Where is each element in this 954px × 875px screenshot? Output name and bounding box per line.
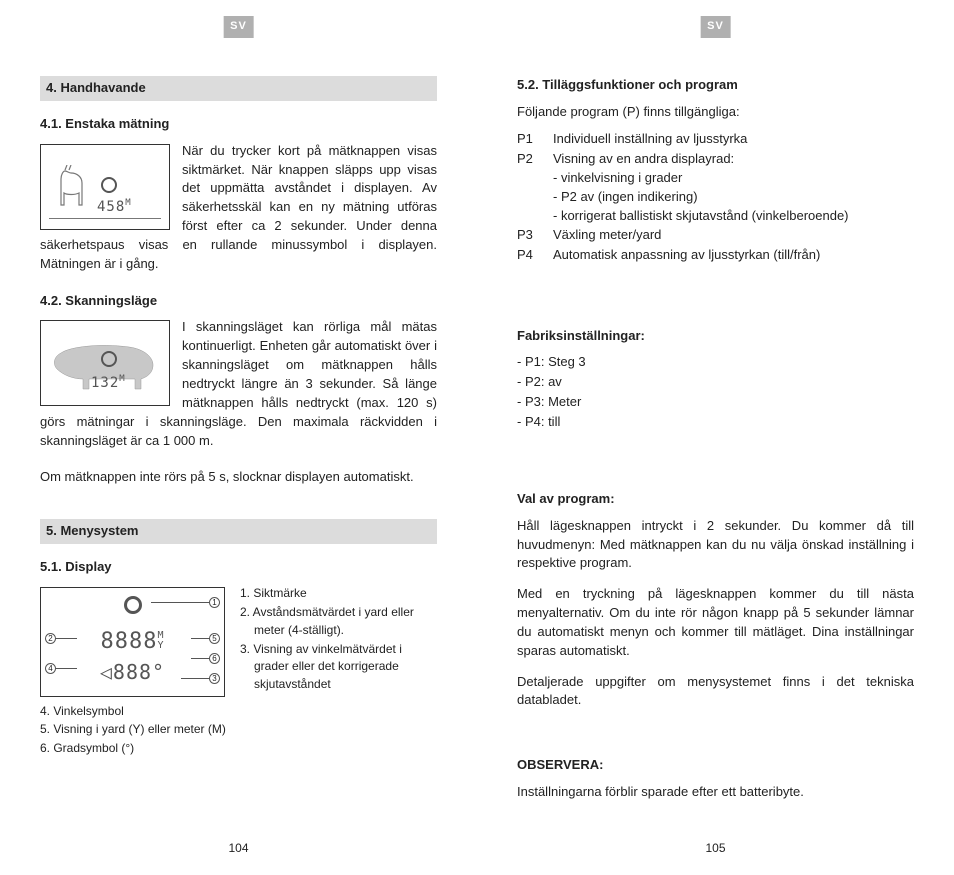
heading-4-1: 4.1. Enstaka mätning <box>40 115 437 134</box>
reading-unit: M <box>119 374 125 384</box>
reading-value: 458 <box>97 199 125 215</box>
reading-132: 132M <box>91 373 126 393</box>
p2-val: Visning av en andra displayrad: <box>553 150 914 169</box>
content-left: 4. Handhavande 4.1. Enstaka mätning 458M… <box>40 76 437 757</box>
legend-6: 6. Gradsymbol (°) <box>40 740 437 757</box>
intro-5-2: Följande program (P) finns tillgängliga: <box>517 103 914 122</box>
legend-1: 1. Siktmärke <box>240 585 437 602</box>
legend-5: 5. Visning i yard (Y) eller meter (M) <box>40 721 437 738</box>
p2-sub2: - P2 av (ingen indikering) <box>517 188 914 207</box>
p2-sub1: - vinkelvisning i grader <box>517 169 914 188</box>
legend-2: 2. Avståndsmätvärdet i yard eller meter … <box>240 604 437 639</box>
choice-p3: Detaljerade uppgifter om menysystemet fi… <box>517 673 914 711</box>
p2-sub3: - korrigerat ballistiskt skjutavstånd (v… <box>517 207 914 226</box>
callout-4: 4 <box>45 663 56 674</box>
callout-1: 1 <box>209 597 220 608</box>
program-p1: P1 Individuell inställning av ljusstyrka <box>517 130 914 149</box>
display-segment-2: ◁888° <box>100 658 165 687</box>
reading-value: 132 <box>91 375 119 391</box>
page-104: SV 4. Handhavande 4.1. Enstaka mätning 4… <box>0 0 477 875</box>
note-text: Inställningarna förblir sparade efter et… <box>517 783 914 802</box>
heading-note: OBSERVERA: <box>517 756 914 775</box>
p2-key: P2 <box>517 150 553 169</box>
heading-5-1: 5.1. Display <box>40 558 437 577</box>
legend-4: 4. Vinkelsymbol <box>40 703 437 720</box>
text-4-2b: Om mätknappen inte rörs på 5 s, slocknar… <box>40 468 437 487</box>
callout-5: 5 <box>209 633 220 644</box>
heading-factory: Fabriksinställningar: <box>517 327 914 346</box>
p3-key: P3 <box>517 226 553 245</box>
heading-choice: Val av program: <box>517 490 914 509</box>
reading-unit: M <box>125 198 131 208</box>
callout-2: 2 <box>45 633 56 644</box>
legend-3: 3. Visning av vinkelmätvärdet i grader e… <box>240 641 437 693</box>
program-list: P1 Individuell inställning av ljusstyrka… <box>517 130 914 265</box>
figure-deer: 458M <box>40 144 170 230</box>
deer-icon <box>55 165 95 215</box>
p1-key: P1 <box>517 130 553 149</box>
p4-key: P4 <box>517 246 553 265</box>
factory-p2: - P2: av <box>517 373 914 392</box>
display-legend-right: 1. Siktmärke 2. Avståndsmätvärdet i yard… <box>240 585 437 693</box>
section-5-bar: 5. Menysystem <box>40 519 437 544</box>
program-p2: P2 Visning av en andra displayrad: <box>517 150 914 169</box>
heading-5-2: 5.2. Tilläggsfunktioner och program <box>517 76 914 95</box>
block-4-2: 132M I skanningsläget kan rörliga mål mä… <box>40 318 437 450</box>
factory-list: - P1: Steg 3 - P2: av - P3: Meter - P4: … <box>517 353 914 431</box>
page-105: SV 5.2. Tilläggsfunktioner och program F… <box>477 0 954 875</box>
content-right: 5.2. Tilläggsfunktioner och program Följ… <box>517 76 914 802</box>
figure-boar: 132M <box>40 320 170 406</box>
language-tag: SV <box>700 16 731 38</box>
callout-6: 6 <box>209 653 220 664</box>
factory-p3: - P3: Meter <box>517 393 914 412</box>
callout-line <box>151 602 209 603</box>
display-legend-below: 4. Vinkelsymbol 5. Visning i yard (Y) el… <box>40 703 437 757</box>
choice-p2: Med en tryckning på lägesknappen kommer … <box>517 585 914 660</box>
callout-line <box>181 678 211 679</box>
callout-line <box>191 638 211 639</box>
seg1-units: MY <box>157 631 164 651</box>
figure-display: 8888MY ◁888° 1 2 5 4 6 3 <box>40 587 225 697</box>
language-tag: SV <box>223 16 254 38</box>
p3-val: Växling meter/yard <box>553 226 914 245</box>
seg1-digits: 8888 <box>100 629 157 654</box>
display-circle-icon <box>124 596 142 614</box>
ground-line <box>49 218 161 219</box>
block-5-1: 8888MY ◁888° 1 2 5 4 6 3 1. Siktmärke 2.… <box>40 585 437 757</box>
display-segment-1: 8888MY <box>100 626 164 658</box>
reading-458: 458M <box>97 197 132 217</box>
choice-p1: Håll lägesknappen intryckt i 2 sekunder.… <box>517 517 914 574</box>
p4-val: Automatisk anpassning av ljusstyrkan (ti… <box>553 246 914 265</box>
factory-p4: - P4: till <box>517 413 914 432</box>
callout-3: 3 <box>209 673 220 684</box>
heading-4-2: 4.2. Skanningsläge <box>40 292 437 311</box>
factory-p1: - P1: Steg 3 <box>517 353 914 372</box>
block-4-1: 458M När du trycker kort på mätknappen v… <box>40 142 437 274</box>
page-number: 104 <box>228 840 248 857</box>
program-p4: P4 Automatisk anpassning av ljusstyrkan … <box>517 246 914 265</box>
p1-val: Individuell inställning av ljusstyrka <box>553 130 914 149</box>
program-p3: P3 Växling meter/yard <box>517 226 914 245</box>
page-number: 105 <box>705 840 725 857</box>
callout-line <box>191 658 211 659</box>
aim-circle-icon <box>101 177 117 193</box>
block-5-2: Följande program (P) finns tillgängliga:… <box>517 103 914 265</box>
section-4-bar: 4. Handhavande <box>40 76 437 101</box>
